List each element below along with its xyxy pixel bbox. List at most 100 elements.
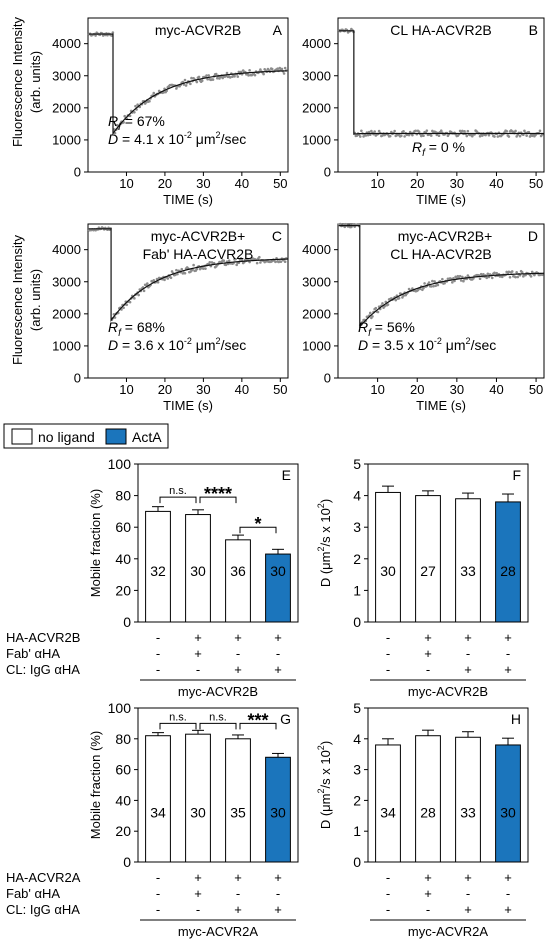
data-point <box>516 275 520 279</box>
condition-row-label: Fab' αHA <box>6 886 60 901</box>
data-point <box>411 133 414 137</box>
y-tick-label: 1000 <box>302 338 331 353</box>
y-axis-label: D (μm2/s x 102) <box>316 741 333 829</box>
data-point <box>520 271 524 274</box>
y-tick-label: 4000 <box>302 36 331 51</box>
data-point <box>362 135 365 138</box>
data-point <box>411 287 414 290</box>
x-tick-label: 40 <box>235 176 249 191</box>
data-point <box>439 129 443 132</box>
data-point <box>518 134 522 138</box>
fit-curve <box>338 30 544 135</box>
data-point <box>407 133 411 137</box>
data-point <box>523 129 526 133</box>
data-point <box>274 260 277 264</box>
data-point <box>429 285 433 288</box>
x-tick-label: 20 <box>410 382 424 397</box>
data-point <box>358 135 362 138</box>
y-tick-label: 0 <box>324 371 331 386</box>
y-tick-label: 60 <box>115 519 131 535</box>
condition-sign: + <box>274 662 282 677</box>
fit-curve <box>88 33 287 136</box>
data-point <box>148 99 151 103</box>
y-tick-label: 5 <box>353 456 361 472</box>
group-label: myc-ACVR2A <box>178 924 259 939</box>
condition-sign: + <box>424 870 432 885</box>
data-point <box>235 263 238 267</box>
y-tick-label: 3000 <box>302 274 331 289</box>
data-point <box>393 129 396 133</box>
x-tick-label: 30 <box>450 176 464 191</box>
panel-title: CL HA-ACVR2B <box>390 22 491 38</box>
data-point <box>283 260 287 263</box>
x-axis-label: TIME (s) <box>416 398 466 413</box>
panel-title: CL HA-ACVR2B <box>390 246 491 262</box>
frap-ylabel-row2-units: (arb. units) <box>28 269 43 331</box>
legend-label-acta: ActA <box>132 429 162 445</box>
condition-sign: + <box>234 870 242 885</box>
data-point <box>370 129 373 133</box>
significance-bracket <box>159 496 197 504</box>
n-label: 30 <box>270 563 286 579</box>
data-point <box>184 84 188 87</box>
condition-sign: + <box>424 886 432 901</box>
data-point <box>482 273 485 276</box>
data-point <box>377 129 381 133</box>
n-label: 30 <box>270 804 286 820</box>
y-tick-label: 40 <box>115 792 131 808</box>
x-tick-label: 20 <box>158 176 172 191</box>
panel-title: myc-ACVR2B <box>155 22 241 38</box>
data-point <box>163 278 166 282</box>
data-point <box>280 67 284 71</box>
data-point <box>397 296 401 300</box>
data-point <box>221 76 224 80</box>
data-point <box>452 277 455 280</box>
y-tick-label: 0 <box>74 165 81 180</box>
rf-annotation: Rf = 0 % <box>412 139 465 159</box>
condition-sign: - <box>386 646 390 661</box>
rf-annotation: Rf = 68% <box>108 319 165 339</box>
condition-sign: + <box>234 662 242 677</box>
data-point <box>529 275 533 278</box>
bar <box>495 744 521 863</box>
data-point <box>507 270 511 274</box>
significance-bracket <box>159 722 197 730</box>
data-point <box>496 135 500 138</box>
data-point <box>262 72 265 76</box>
data-point <box>216 76 219 80</box>
y-tick-label: 4 <box>353 731 361 747</box>
y-tick-label: 1 <box>353 582 361 598</box>
panel-letter: D <box>528 228 538 244</box>
n-label: 33 <box>460 563 476 579</box>
condition-sign: - <box>196 902 200 917</box>
data-point <box>437 134 441 138</box>
data-point <box>211 78 215 81</box>
condition-sign: - <box>426 662 430 677</box>
n-label: 36 <box>230 563 246 579</box>
y-tick-label: 4000 <box>52 242 81 257</box>
data-point <box>374 306 378 310</box>
data-point <box>538 129 542 133</box>
significance-label: *** <box>247 710 268 730</box>
d-annotation: D = 3.6 x 10-2 μm2/sec <box>108 336 246 353</box>
data-point <box>364 134 368 137</box>
n-label: 28 <box>420 804 436 820</box>
frap-panel-d: 0 1000 2000 3000 4000 10 20 30 40 50 TIME (s) myc-A… <box>302 222 545 413</box>
data-point <box>510 270 514 273</box>
bar-panel-g: 0 20 40 60 80 100 Mobile fraction (%) G 34 30 35 30… <box>6 700 299 939</box>
data-point <box>458 274 462 278</box>
condition-sign: + <box>194 646 202 661</box>
data-point <box>461 275 464 279</box>
data-point <box>125 303 129 307</box>
panel-title: myc-ACVR2B+ <box>398 228 493 244</box>
y-tick-label: 100 <box>108 456 132 472</box>
data-point <box>493 271 496 275</box>
n-label: 35 <box>230 804 246 820</box>
condition-sign: + <box>504 630 512 645</box>
data-point <box>248 69 251 72</box>
y-tick-label: 20 <box>115 823 131 839</box>
panel-letter: G <box>280 711 291 727</box>
data-point <box>478 277 482 281</box>
data-point <box>463 129 466 133</box>
